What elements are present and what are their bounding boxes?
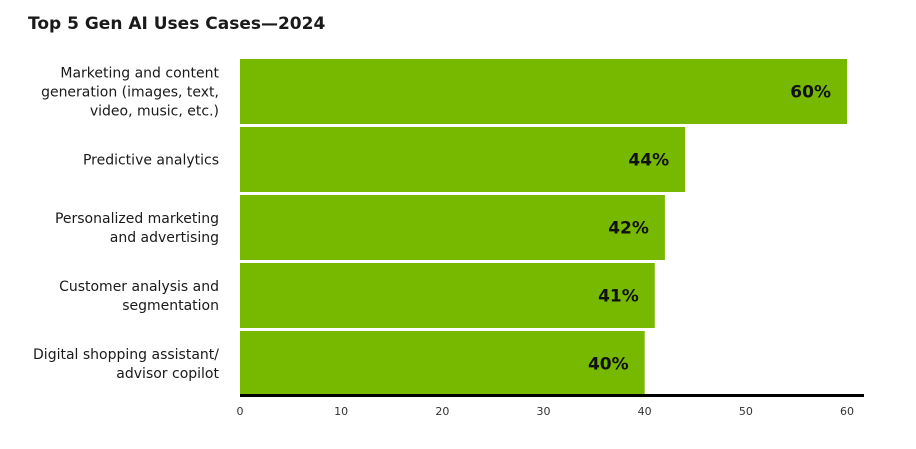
data-label-3: 42% [608,219,649,239]
category-label-4: Customer analysis and segmentation [59,279,219,314]
x-tick-label-60: 60 [840,405,854,418]
x-tick-label-10: 10 [334,405,348,418]
bar-4 [240,263,655,328]
category-label-2: Predictive analytics [83,153,219,169]
bars-layer [240,59,847,396]
category-label-3: Personalized marketing and advertising [55,211,219,246]
data-label-2: 44% [628,151,669,171]
x-axis: 0 10 20 30 40 50 60 [237,394,864,418]
data-label-1: 60% [790,83,831,103]
x-tick-label-50: 50 [739,405,753,418]
data-label-4: 41% [598,287,639,307]
x-tick-label-20: 20 [435,405,449,418]
chart-title: Top 5 Gen AI Uses Cases—2024 [28,14,326,34]
category-labels: Marketing and content generation (images,… [33,66,219,383]
category-label-5: Digital shopping assistant/advisor copil… [33,347,219,382]
x-tick-label-40: 40 [638,405,652,418]
bar-5 [240,331,645,396]
data-label-5: 40% [588,355,629,375]
bar-2 [240,127,686,192]
bar-1 [240,59,847,124]
category-label-1: Marketing and content generation (images,… [41,66,219,120]
value-labels: 60% 44% 42% 41% 40% [588,83,831,375]
bar-3 [240,195,665,260]
x-tick-label-0: 0 [237,405,244,418]
x-tick-label-30: 30 [537,405,551,418]
